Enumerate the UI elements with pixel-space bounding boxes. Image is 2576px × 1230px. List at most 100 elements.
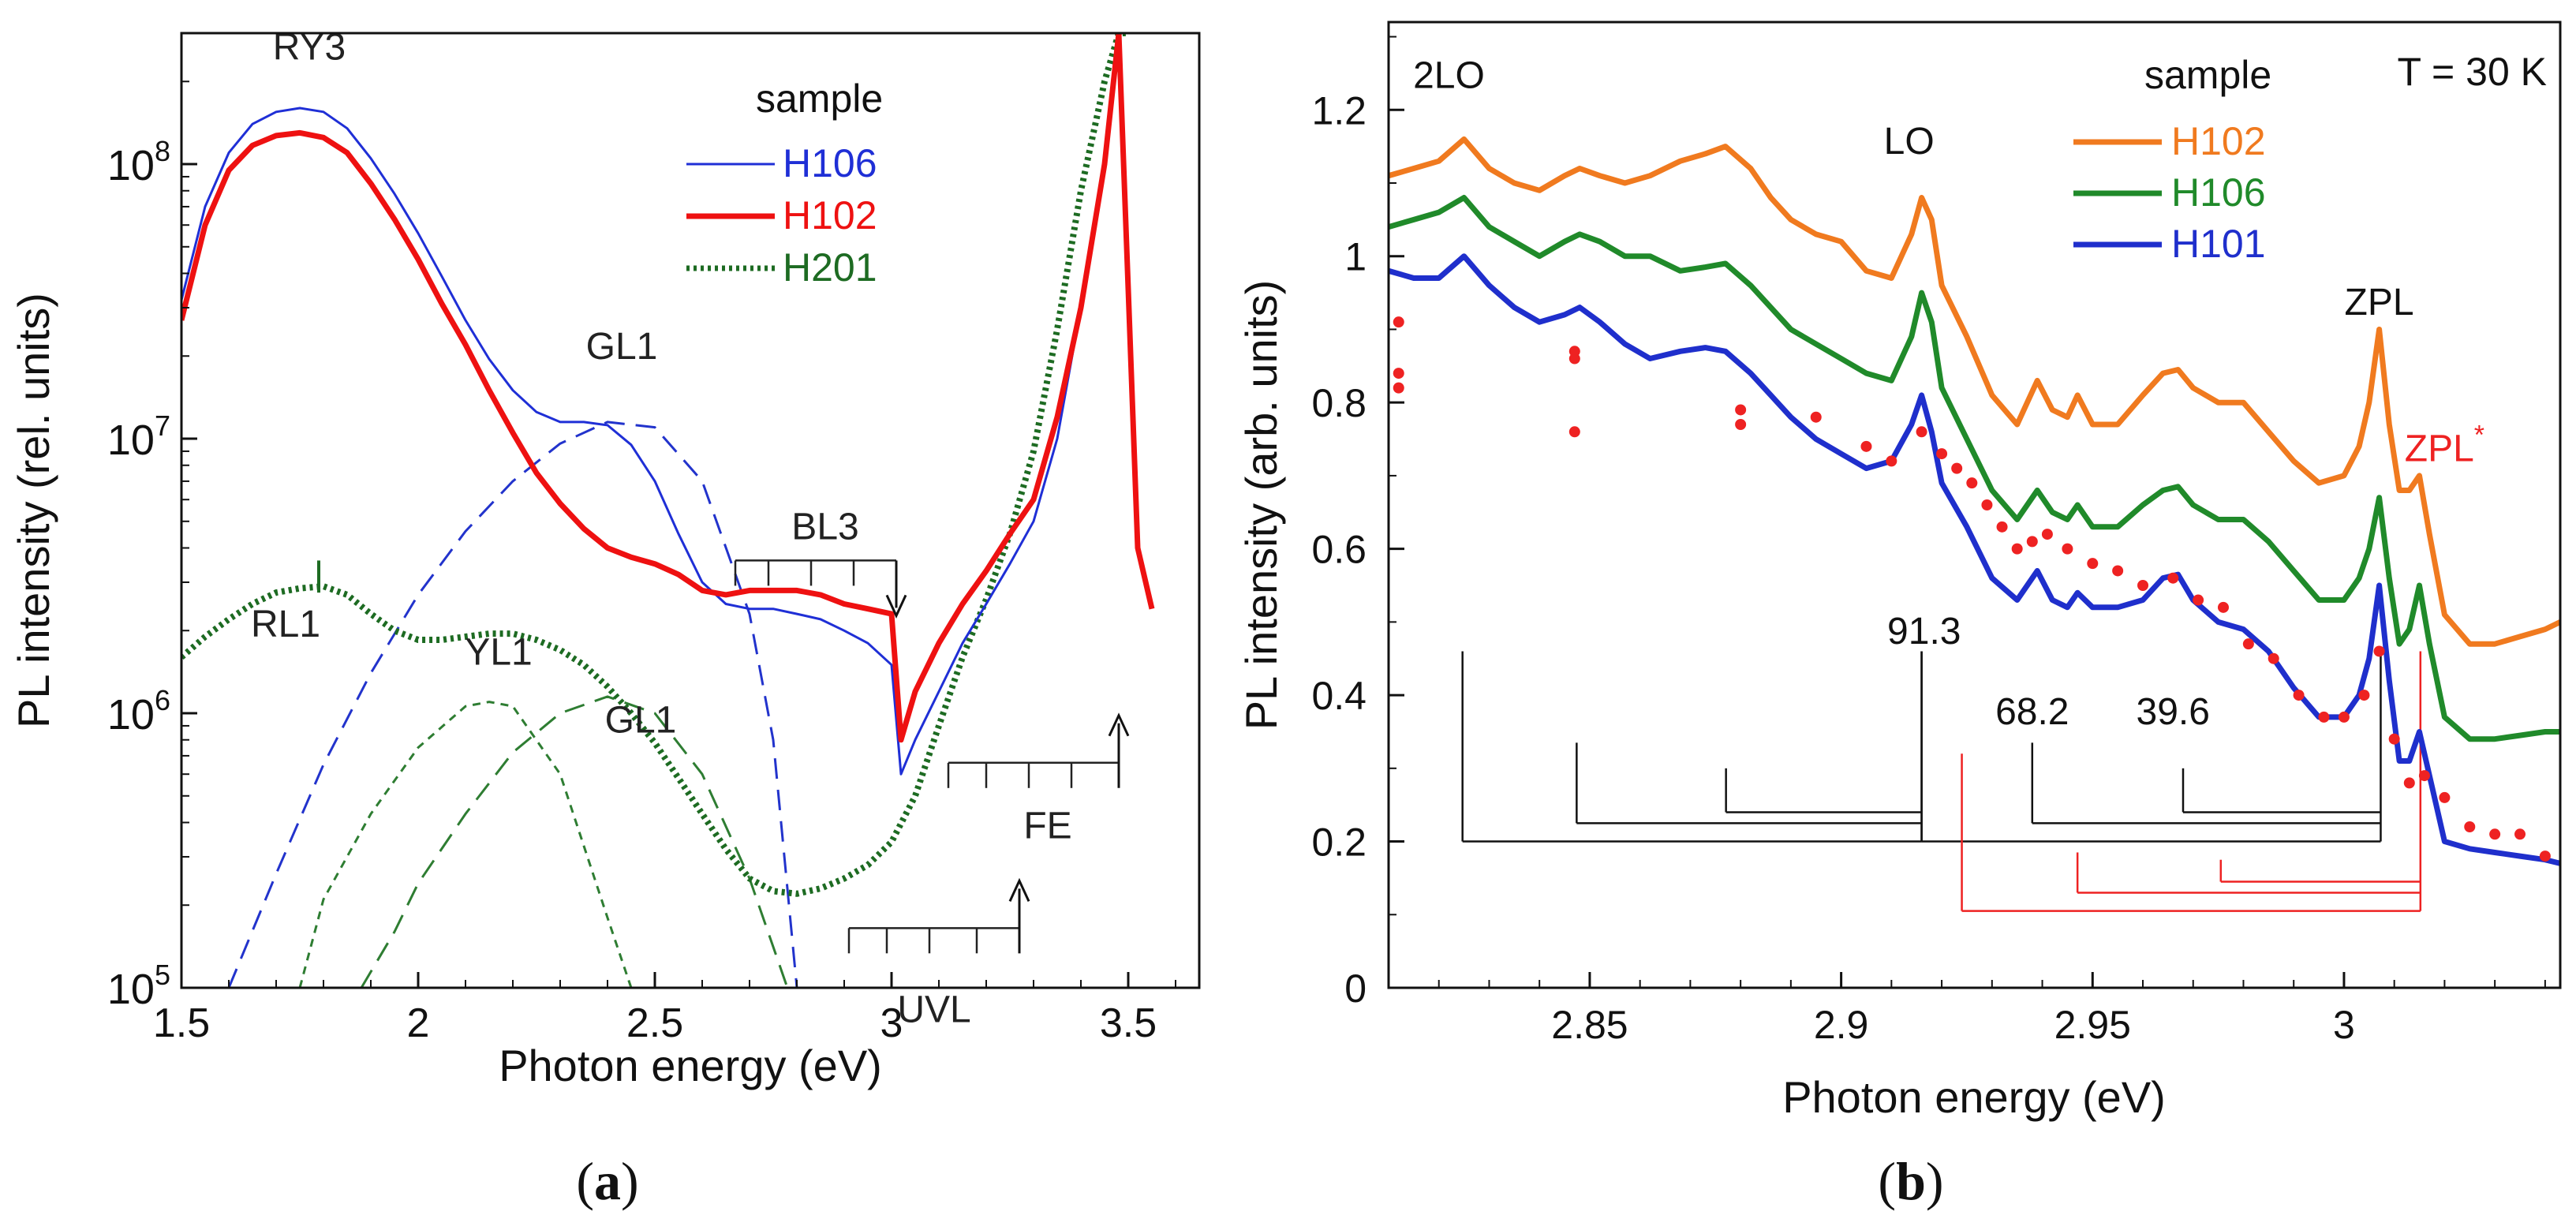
panel-b-y-tick-label: 1 [1344,235,1367,279]
panel-b-annotation-2lo: 2LO [1413,54,1485,96]
up-arrow-icon [1108,712,1130,737]
panel-b-fit-dots [1393,316,2551,862]
fit-dot [2193,594,2204,606]
fit-dot [2418,770,2430,782]
fit-dot [2464,821,2476,832]
annotation-text: 68.2 [1995,691,2069,733]
legend-label-H201: H201 [783,245,877,290]
fit-dot [2439,791,2451,803]
panel-b-temperature-title: T = 30 K [2398,50,2547,94]
panel-a-comb-uvl [847,877,1030,954]
panel-a-annotation-gl1: GL1 [605,700,677,742]
panel-a-y-tick-exponent: 6 [155,684,170,716]
panel-b-x-tick-label: 2.85 [1551,1003,1628,1047]
panel-a-y-axis-label: PL intensity (rel. units) [9,293,58,728]
fit-dot [1393,316,1404,328]
panel-a-annotation-fe: FE [1023,806,1071,847]
fit-dot [1860,440,1872,452]
panel-a-y-tick-label: 107 [107,409,170,464]
panel-b-label-letter: b [1896,1151,1926,1211]
legend-label-H102: H102 [783,193,877,237]
fit-dot [2489,828,2501,840]
panel-a-annotation-rl1: RL1 [251,604,320,645]
panel-a-series-yl1-fit-h201 [298,701,633,988]
fit-dot [2268,652,2279,664]
panel-b-phonon-ladder-2 [1461,651,1923,843]
legend-label-H106: H106 [783,141,877,185]
panel-a-y-tick-base: 10 [107,966,155,1013]
fit-dot [1981,499,1993,510]
panel-a-legend: sample H106 H102 H201 [686,77,883,290]
fit-dot [2011,543,2023,555]
fit-dot [2167,572,2179,584]
fit-dot [2539,851,2551,862]
panel-b-y-tick-label: 1.2 [1311,88,1367,133]
annotation-superscript: * [2474,420,2484,450]
panel-b-y-tick-label: 0.4 [1311,674,1367,718]
panel-a-annotation-uvl: UVL [897,989,970,1030]
annotation-text: ZPL [2345,282,2414,323]
fit-dot [2388,733,2400,745]
panel-a-legend-title: sample [756,77,883,121]
panel-b-plot-frame [1387,21,2562,989]
up-arrow-icon [1008,877,1030,902]
panel-a-x-axis-label: Photon energy (eV) [499,1041,882,1090]
fit-dot [2137,580,2149,591]
panel-a-y-tick-label: 106 [107,684,170,738]
fit-dot [2087,558,2099,570]
fit-dot [2358,690,2370,701]
fit-dot [2318,711,2330,723]
panel-a-x-tick-label: 1.5 [153,1000,210,1046]
panel-a-x-tick-label: 2.5 [626,1000,683,1046]
panel-a-annotation-gl1: GL1 [586,326,658,368]
panel-a-y-tick-base: 10 [107,417,155,464]
fit-dot [2514,828,2526,840]
panel-a-y-tick-exponent: 8 [155,135,170,167]
panel-a-x-tick-label: 3.5 [1100,1000,1157,1046]
panel-b-x-axis-label: Photon energy (eV) [1782,1072,2166,1122]
panel-b-y-axis-label: PL intensity (arb. units) [1236,280,1286,731]
fit-dot [1936,448,1948,460]
fit-dot [1735,404,1747,416]
panel-a-comb-bl3 [734,559,907,619]
fit-dot [1810,411,1822,423]
annotation-text: LO [1884,121,1935,163]
panel-a-y-tick-base: 10 [107,691,155,738]
panel-a-annotation-yl1: YL1 [465,632,532,674]
fit-dot [2026,536,2038,548]
annotation-text: 39.6 [2137,691,2210,733]
fit-dot [1996,521,2008,533]
panel-b-y-tick-label: 0 [1344,966,1367,1011]
panel-b-phonon-ladder-1 [1920,651,2382,843]
panel-a-y-tick-label: 105 [107,959,170,1013]
fit-dot [1393,368,1404,379]
panel-b-legend-title: sample [2144,53,2271,97]
fit-dot [2403,777,2415,789]
panel-b-label: (b) [1878,1151,1943,1211]
fit-dot [1886,455,1897,467]
fit-dot [1735,419,1747,430]
panel-b-annotation-zpl-star: ZPL* [2405,420,2484,469]
legend-label-H102: H102 [2171,119,2266,163]
fit-dot [2373,645,2385,657]
panel-a-series-h106 [181,33,1153,776]
annotation-text: ZPL [2405,428,2474,469]
fit-dot [2293,690,2305,701]
fit-dot [1568,353,1580,365]
panel-b-annotation-39-6: 39.6 [2137,691,2210,733]
panel-a-series-h102 [181,33,1155,743]
panel-b-series-h102 [1389,136,2560,647]
panel-b-series-h101 [1389,253,2560,866]
annotation-text: 2LO [1413,54,1485,96]
panel-b-y-tick-label: 0.6 [1311,528,1367,572]
fit-dot [2062,543,2073,555]
panel-a-plot-frame [180,32,1201,989]
annotation-text: 91.3 [1887,611,1961,652]
panel-a-label: (a) [576,1151,638,1211]
panel-b-y-tick-label: 0.8 [1311,381,1367,425]
panel-b-x-tick-label: 2.9 [1814,1003,1869,1047]
panel-b-annotation-68-2: 68.2 [1995,691,2069,733]
